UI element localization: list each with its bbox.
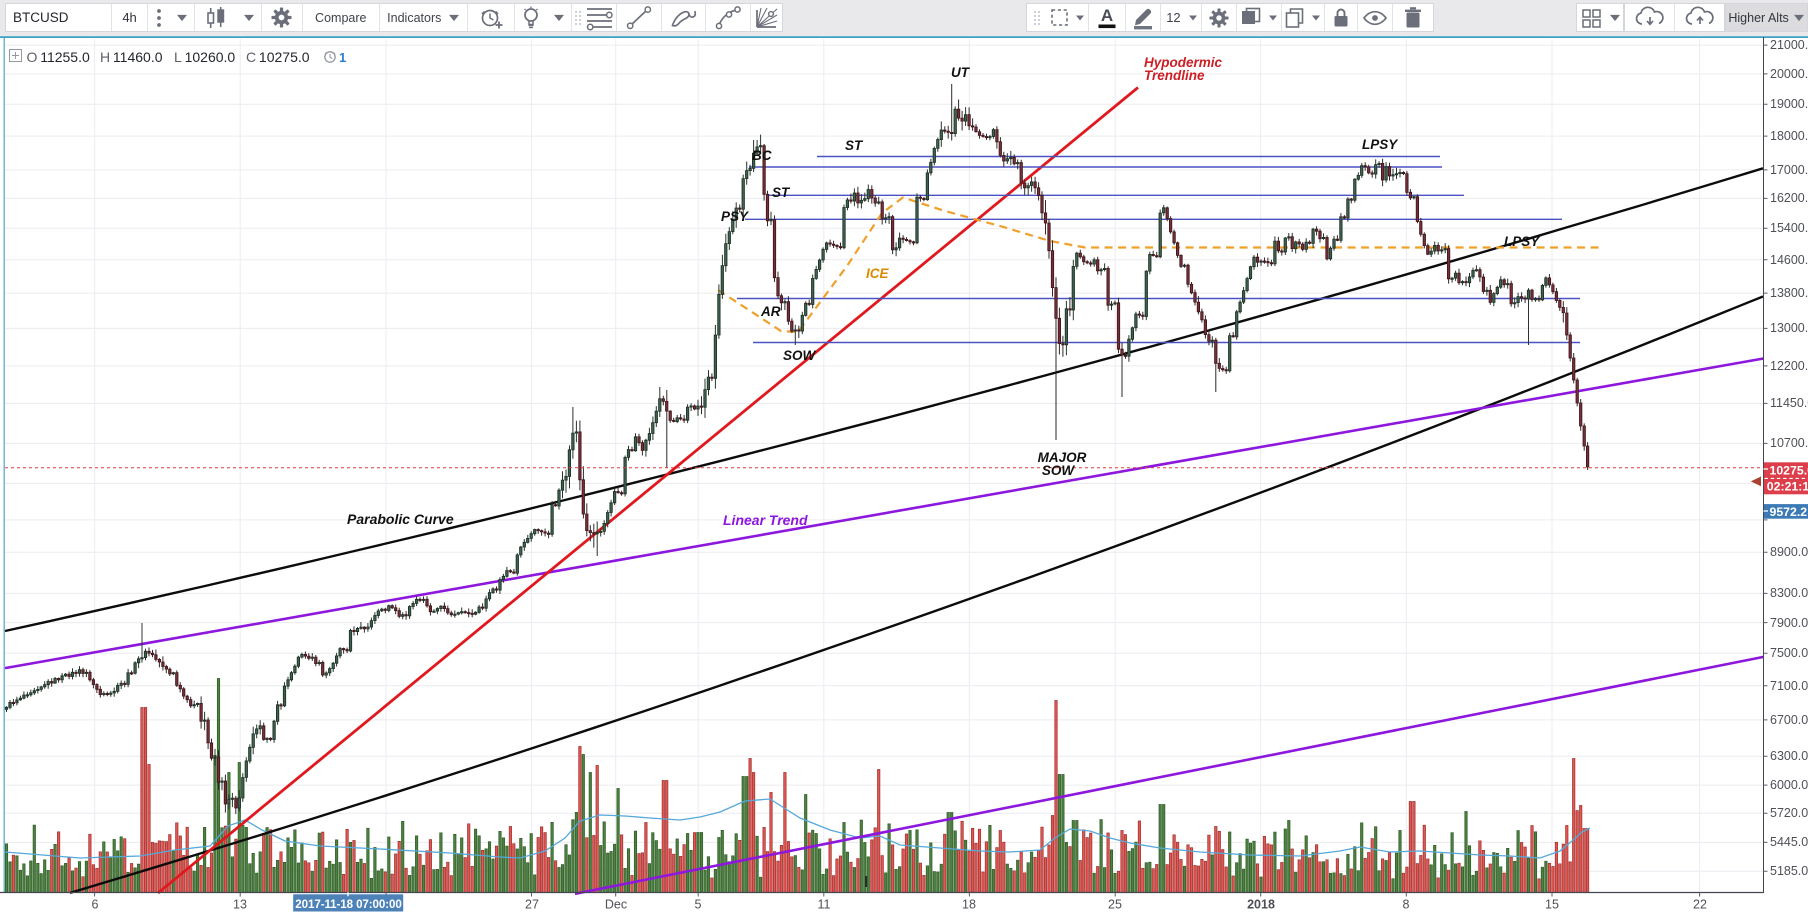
svg-text:6000.0: 6000.0 — [1770, 778, 1808, 792]
svg-text:21000.0: 21000.0 — [1770, 38, 1808, 52]
svg-text:2017-11-18 07:00:00: 2017-11-18 07:00:00 — [295, 898, 401, 911]
svg-text:Hypodermic: Hypodermic — [1144, 55, 1223, 70]
svg-text:A: A — [1101, 6, 1113, 25]
svg-text:5: 5 — [695, 898, 702, 912]
svg-text:7500.0: 7500.0 — [1770, 646, 1808, 660]
svg-text:ST: ST — [772, 185, 791, 200]
svg-text:2018: 2018 — [1247, 898, 1275, 912]
svg-text:27: 27 — [525, 898, 539, 912]
svg-text:H 11460.0: H 11460.0 — [100, 49, 163, 65]
svg-text:9572.2: 9572.2 — [1770, 505, 1808, 519]
svg-text:5445.0: 5445.0 — [1770, 835, 1808, 849]
svg-text:12200.0: 12200.0 — [1770, 359, 1808, 373]
svg-text:22: 22 — [1693, 898, 1707, 912]
svg-text:Linear Trend: Linear Trend — [723, 512, 808, 528]
svg-text:15400.0: 15400.0 — [1770, 221, 1808, 235]
svg-text:7900.0: 7900.0 — [1770, 616, 1808, 630]
svg-text:11450.0: 11450.0 — [1770, 396, 1808, 410]
svg-text:SOW: SOW — [1042, 463, 1076, 478]
svg-text:14600.0: 14600.0 — [1770, 253, 1808, 267]
svg-text:Parabolic Curve: Parabolic Curve — [347, 511, 454, 527]
svg-text:10700.0: 10700.0 — [1770, 436, 1808, 450]
svg-text:BC: BC — [752, 148, 772, 163]
svg-text:02:21:12: 02:21:12 — [1767, 480, 1808, 494]
svg-text:L 10260.0: L 10260.0 — [174, 49, 235, 65]
svg-text:O 11255.0: O 11255.0 — [27, 49, 90, 65]
svg-text:16200.0: 16200.0 — [1770, 191, 1808, 205]
svg-text:UT: UT — [951, 65, 971, 80]
svg-text:15: 15 — [1545, 898, 1559, 912]
svg-text:LPSY: LPSY — [1504, 234, 1541, 249]
svg-text:AR: AR — [760, 304, 781, 319]
svg-text:6: 6 — [92, 898, 99, 912]
svg-text:Dec: Dec — [605, 898, 627, 912]
svg-text:1: 1 — [339, 50, 346, 65]
svg-text:C 10275.0: C 10275.0 — [246, 49, 310, 65]
svg-text:11: 11 — [818, 898, 831, 912]
svg-text:7100.0: 7100.0 — [1770, 679, 1808, 693]
svg-text:19000.0: 19000.0 — [1770, 97, 1808, 111]
svg-text:8: 8 — [1403, 898, 1410, 912]
svg-text:13800.0: 13800.0 — [1770, 286, 1808, 300]
svg-text:LPSY: LPSY — [1362, 137, 1399, 152]
svg-text:18: 18 — [962, 898, 976, 912]
svg-text:20000.0: 20000.0 — [1770, 67, 1808, 81]
svg-text:17000.0: 17000.0 — [1770, 163, 1808, 177]
svg-text:13000.0: 13000.0 — [1770, 321, 1808, 335]
svg-text:PSY: PSY — [721, 209, 750, 224]
svg-text:5185.0: 5185.0 — [1770, 864, 1808, 878]
svg-text:5720.0: 5720.0 — [1770, 806, 1808, 820]
svg-text:8300.0: 8300.0 — [1770, 586, 1808, 600]
svg-text:MAJOR: MAJOR — [1038, 450, 1087, 465]
svg-text:Trendline: Trendline — [1144, 68, 1205, 83]
svg-text:13: 13 — [233, 898, 247, 912]
svg-text:ST: ST — [845, 138, 864, 153]
svg-text:ICE: ICE — [866, 266, 890, 281]
svg-text:6300.0: 6300.0 — [1770, 749, 1808, 763]
svg-text:18000.0: 18000.0 — [1770, 129, 1808, 143]
svg-text:6700.0: 6700.0 — [1770, 713, 1808, 727]
svg-text:8900.0: 8900.0 — [1770, 545, 1808, 559]
svg-text:25: 25 — [1108, 898, 1122, 912]
svg-text:SOW: SOW — [783, 348, 817, 363]
svg-text:10275.0: 10275.0 — [1770, 463, 1808, 477]
